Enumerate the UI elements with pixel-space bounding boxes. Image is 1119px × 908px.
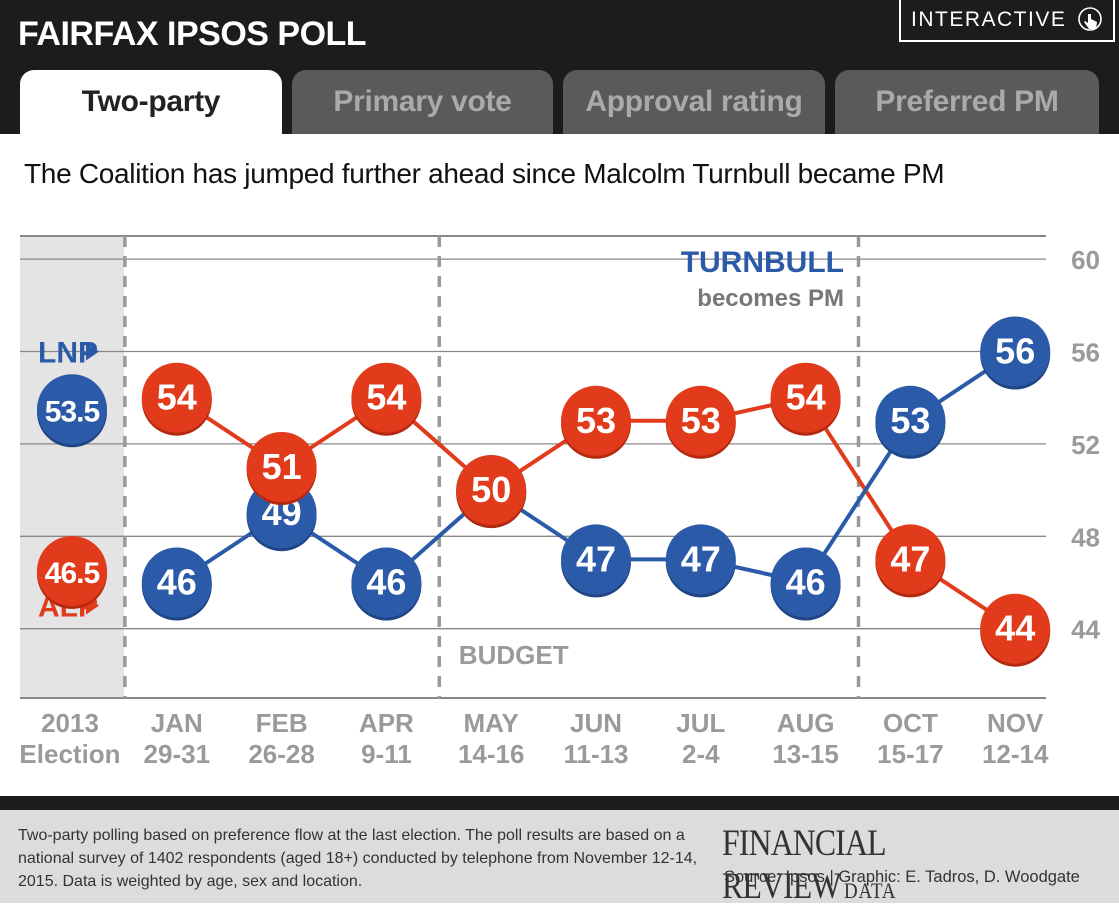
- interactive-button[interactable]: INTERACTIVE: [899, 0, 1115, 42]
- x-label-top: NOV: [987, 708, 1044, 738]
- lnp-point-label: 46: [157, 562, 197, 603]
- tab-two-party[interactable]: Two-party: [20, 70, 282, 134]
- lnp-point: [561, 524, 631, 595]
- lnp-point: [37, 374, 107, 445]
- y-tick-label: 48: [1071, 522, 1100, 552]
- y-tick-label: 56: [1071, 338, 1100, 368]
- footer-panel: [0, 796, 1119, 903]
- source-credit: Source: Ipsos | Graphic: E. Tadros, D. W…: [724, 868, 1080, 886]
- x-label-bottom: 2-4: [682, 739, 720, 769]
- alp-point: [770, 362, 841, 433]
- alp-point-label: 53: [576, 400, 616, 441]
- lnp-point-label: 46: [786, 562, 826, 603]
- lnp-point-label: 53: [890, 400, 930, 441]
- alp-point-label: 44: [995, 608, 1035, 649]
- lnp-point-label: 47: [576, 538, 616, 579]
- lnp-point-label: 47: [681, 538, 721, 579]
- alp-point: [141, 362, 212, 433]
- alp-point: [351, 362, 422, 433]
- x-label-top: AUG: [777, 708, 835, 738]
- election-shading: [20, 236, 124, 698]
- alp-point-label: 54: [786, 377, 826, 418]
- tab-primary-vote[interactable]: Primary vote: [292, 70, 553, 134]
- alp-point: [665, 385, 736, 456]
- x-label-top: FEB: [256, 708, 308, 738]
- lnp-point: [875, 385, 946, 456]
- lnp-point: [351, 547, 422, 618]
- alp-point-label: 47: [890, 538, 930, 579]
- alp-point: [246, 432, 317, 502]
- x-label-bottom: 14-16: [458, 739, 525, 769]
- x-label-bottom: 15-17: [877, 739, 944, 769]
- tab-approval-rating[interactable]: Approval rating: [563, 70, 825, 134]
- x-label-bottom: 13-15: [772, 739, 839, 769]
- lnp-tag-arrow: [86, 342, 99, 361]
- turnbull-annotation: TURNBULL: [681, 246, 844, 279]
- brand-sub: DATA: [843, 878, 897, 903]
- touch-hand-icon: [1078, 7, 1102, 31]
- lnp-point: [665, 524, 736, 595]
- alp-point-label: 50: [471, 469, 511, 510]
- x-label-top: JUL: [676, 708, 725, 738]
- y-tick-label: 44: [1071, 615, 1100, 645]
- x-label-bottom: 12-14: [982, 739, 1049, 769]
- footer-divider: [0, 796, 1119, 810]
- interactive-label: INTERACTIVE: [911, 8, 1067, 31]
- alp-point: [561, 385, 631, 456]
- x-label-top: MAY: [464, 708, 519, 738]
- poll-title: FAIRFAX IPSOS POLL: [18, 15, 367, 53]
- alp-point: [37, 535, 107, 606]
- tab-preferred-pm[interactable]: Preferred PM: [835, 70, 1099, 134]
- brand-main: FINANCIAL REVIEW: [722, 823, 885, 907]
- financial-review-logo: FINANCIAL REVIEW DATA: [722, 822, 1063, 908]
- x-label-top: JUN: [570, 708, 622, 738]
- alp-point-label: 51: [262, 446, 302, 487]
- x-label-bottom: 9-11: [361, 739, 412, 769]
- x-label-bottom: 29-31: [144, 739, 211, 769]
- lnp-point-label: 46: [366, 562, 406, 603]
- alp-point: [456, 455, 527, 526]
- x-label-bottom: 26-28: [248, 739, 315, 769]
- lnp-point: [980, 316, 1051, 387]
- lnp-point: [141, 547, 212, 618]
- lnp-point-label: 56: [995, 331, 1035, 372]
- x-label-top: JAN: [151, 708, 203, 738]
- alp-point-label: 46.5: [45, 557, 100, 590]
- alp-point-label: 54: [366, 377, 406, 418]
- x-label-top: APR: [359, 708, 414, 738]
- methodology-note: Two-party polling based on preference fl…: [18, 827, 698, 890]
- turnbull-subtext: becomes PM: [697, 285, 844, 312]
- x-label-bottom: Election: [19, 739, 120, 769]
- alp-point: [980, 593, 1051, 664]
- lnp-point-label: 53.5: [45, 395, 100, 428]
- y-tick-label: 60: [1071, 245, 1100, 275]
- chart-headline: The Coalition has jumped further ahead s…: [24, 158, 945, 189]
- budget-annotation: BUDGET: [459, 640, 569, 670]
- x-label-bottom: 11-13: [563, 739, 628, 769]
- y-tick-label: 52: [1071, 430, 1100, 460]
- alp-point-label: 53: [681, 400, 721, 441]
- lnp-point: [770, 547, 841, 618]
- alp-point-label: 54: [157, 377, 197, 418]
- x-label-top: 2013: [41, 708, 99, 738]
- x-label-top: OCT: [883, 708, 938, 738]
- alp-point: [875, 524, 946, 595]
